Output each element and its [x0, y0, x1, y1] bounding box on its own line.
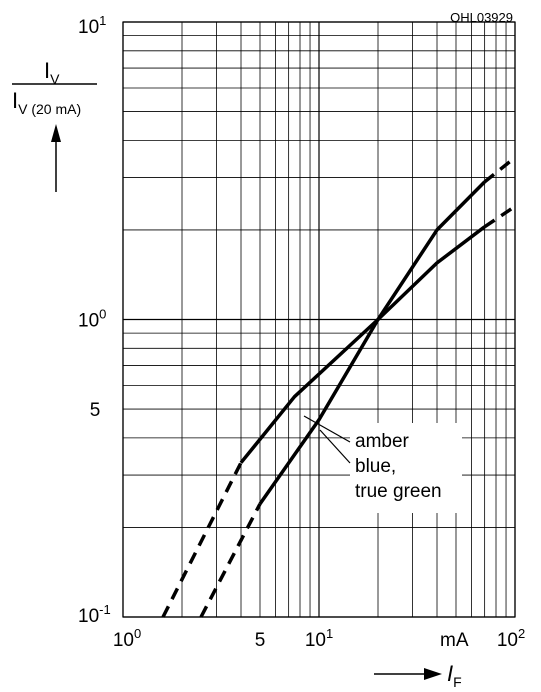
- series-amber-dashed-start: [161, 461, 243, 618]
- x-label: IF: [447, 661, 462, 690]
- y-label-numerator-symbol: I: [44, 58, 50, 83]
- series-amber-dashed-end: [483, 204, 516, 229]
- legend-label-blue: blue,: [355, 456, 396, 477]
- plot-frame: [122, 21, 516, 618]
- series-blue-true-green-dashed-start: [199, 503, 262, 618]
- legend-label-amber: amber: [355, 431, 410, 452]
- x-tick-label: 102: [497, 626, 525, 651]
- x-tick-label: 101: [305, 626, 333, 651]
- y-tick-label: 100: [78, 307, 106, 332]
- x-tick-label: 5: [255, 630, 266, 651]
- series-blue-true-green-solid: [258, 180, 486, 505]
- y-label-numerator-sub: V: [50, 71, 60, 87]
- legend-label-true-green: true green: [355, 481, 442, 502]
- curves: [161, 156, 517, 618]
- x-label-sub: F: [453, 674, 462, 690]
- y-label-denominator-symbol: I: [12, 88, 18, 113]
- legend-leader-blue: [319, 429, 351, 464]
- figure-id: OHL03929: [450, 10, 513, 25]
- y-axis-arrow-head: [51, 124, 61, 142]
- y-tick-label: 101: [78, 13, 106, 38]
- x-unit-label: mA: [440, 630, 469, 651]
- y-label-denominator-sub: V (20 mA): [18, 101, 81, 117]
- x-label-symbol: I: [447, 661, 453, 686]
- x-axis-arrow-head: [424, 668, 442, 680]
- x-axis-label: mA IF: [374, 630, 469, 690]
- y-label-denominator: IV (20 mA): [12, 88, 81, 117]
- y-tick-label: 5: [90, 400, 101, 421]
- y-tick-label: 10-1: [78, 602, 111, 627]
- legend: amber blue, true green: [303, 415, 462, 513]
- legend-background: [350, 423, 462, 513]
- grid: [122, 21, 516, 618]
- y-label-numerator: IV: [44, 58, 60, 87]
- series-blue-true-green-dashed-end: [483, 156, 517, 184]
- tick-labels: 100 5 101 102 10-1 5 100 101: [78, 13, 525, 651]
- x-tick-label: 100: [113, 626, 141, 651]
- y-axis-label: IV IV (20 mA): [12, 58, 97, 192]
- legend-leader-amber: [303, 415, 351, 443]
